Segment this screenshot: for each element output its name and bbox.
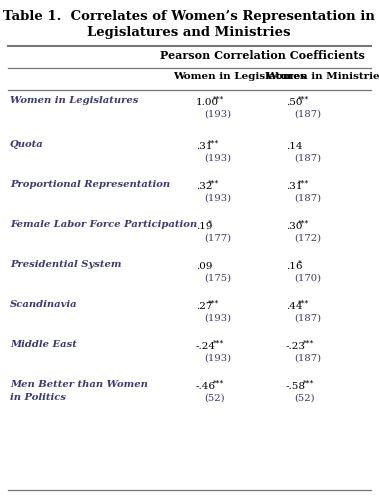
Text: ***: *** [213, 380, 224, 388]
Text: -.24: -.24 [196, 342, 216, 351]
Text: (172): (172) [294, 234, 321, 243]
Text: Proportional Representation: Proportional Representation [10, 180, 170, 189]
Text: Table 1.  Correlates of Women’s Representation in: Table 1. Correlates of Women’s Represent… [3, 10, 375, 23]
Text: .30: .30 [286, 222, 302, 231]
Text: Legislatures and Ministries: Legislatures and Ministries [87, 26, 291, 39]
Text: *: * [298, 260, 302, 268]
Text: .50: .50 [286, 98, 302, 107]
Text: ***: *** [208, 300, 219, 308]
Text: .31: .31 [196, 142, 213, 151]
Text: (187): (187) [294, 194, 321, 203]
Text: Men Better than Women: Men Better than Women [10, 380, 148, 389]
Text: (170): (170) [294, 274, 321, 283]
Text: .14: .14 [286, 142, 302, 151]
Text: *: * [208, 220, 212, 228]
Text: (193): (193) [204, 154, 231, 163]
Text: Women in Ministries: Women in Ministries [265, 72, 379, 81]
Text: Women in Legislatures: Women in Legislatures [174, 72, 307, 81]
Text: Women in Legislatures: Women in Legislatures [10, 96, 138, 105]
Text: .32: .32 [196, 182, 213, 191]
Text: (175): (175) [204, 274, 231, 283]
Text: ***: *** [213, 96, 224, 104]
Text: ***: *** [298, 96, 310, 104]
Text: -.23: -.23 [286, 342, 306, 351]
Text: Quota: Quota [10, 140, 44, 149]
Text: (187): (187) [294, 154, 321, 163]
Text: .19: .19 [196, 222, 213, 231]
Text: ***: *** [302, 380, 314, 388]
Text: (193): (193) [204, 194, 231, 203]
Text: .31: .31 [286, 182, 302, 191]
Text: in Politics: in Politics [10, 393, 66, 402]
Text: .16: .16 [286, 262, 302, 271]
Text: .27: .27 [196, 302, 213, 311]
Text: (52): (52) [204, 394, 225, 403]
Text: (177): (177) [204, 234, 231, 243]
Text: ***: *** [298, 220, 310, 228]
Text: -.46: -.46 [196, 382, 216, 391]
Text: -.58: -.58 [286, 382, 306, 391]
Text: (187): (187) [294, 314, 321, 323]
Text: (193): (193) [204, 354, 231, 363]
Text: (193): (193) [204, 110, 231, 119]
Text: Scandinavia: Scandinavia [10, 300, 78, 309]
Text: ***: *** [298, 300, 310, 308]
Text: .44: .44 [286, 302, 302, 311]
Text: ***: *** [213, 340, 224, 347]
Text: ***: *** [208, 180, 219, 188]
Text: (52): (52) [294, 394, 315, 403]
Text: 1.00: 1.00 [196, 98, 219, 107]
Text: Pearson Correlation Coefficients: Pearson Correlation Coefficients [160, 50, 365, 61]
Text: Female Labor Force Participation: Female Labor Force Participation [10, 220, 197, 229]
Text: Presidential System: Presidential System [10, 260, 122, 269]
Text: (187): (187) [294, 354, 321, 363]
Text: ***: *** [298, 180, 310, 188]
Text: (187): (187) [294, 110, 321, 119]
Text: (193): (193) [204, 314, 231, 323]
Text: ***: *** [302, 340, 314, 347]
Text: .09: .09 [196, 262, 213, 271]
Text: ***: *** [208, 140, 219, 147]
Text: Middle East: Middle East [10, 340, 77, 349]
